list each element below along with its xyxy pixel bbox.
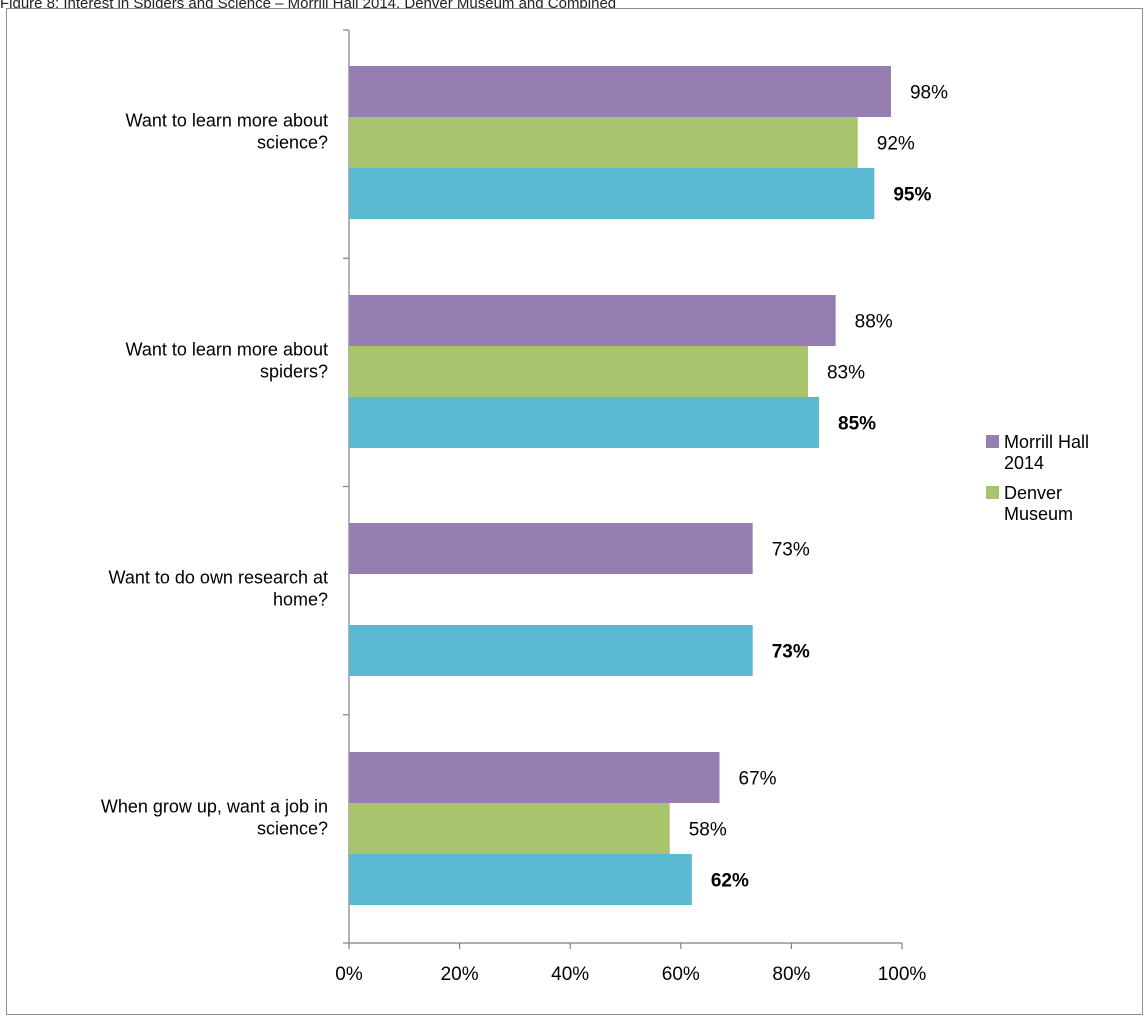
category-label: When grow up, want a job in science? (101, 797, 328, 839)
data-label: 67% (739, 769, 777, 790)
x-tick-label: 0% (335, 964, 363, 985)
bar (349, 397, 820, 448)
chart-axes: 0% 20% 40% 60% 80% 100% (335, 29, 927, 985)
category-label: Want to learn more about spiders? (126, 340, 328, 382)
data-label: 83% (827, 363, 865, 384)
legend-swatch (986, 435, 999, 448)
data-label: 73% (772, 642, 810, 663)
data-label: 98% (910, 83, 948, 104)
figure-caption: Figure 8: Interest in Spiders and Scienc… (0, 0, 1145, 8)
bar (349, 295, 836, 346)
data-label: 73% (772, 540, 810, 561)
category-label: Want to learn more about science? (126, 111, 328, 153)
bar (349, 752, 720, 803)
chart-frame (6, 8, 1143, 1015)
bar (349, 803, 670, 854)
data-label: 85% (838, 414, 876, 435)
bar (349, 854, 692, 905)
x-tick-label: 80% (772, 964, 810, 985)
bar (349, 625, 753, 676)
bar (349, 346, 808, 397)
chart-legend: Morrill Hall 2014 Denver Museum (986, 432, 1089, 524)
category-label: Want to do own research at home? (109, 568, 328, 610)
data-label: 62% (711, 871, 749, 892)
data-label: 92% (877, 134, 915, 155)
legend-label: Morrill Hall 2014 (1004, 432, 1089, 473)
bar (349, 117, 858, 168)
data-label: 95% (893, 185, 931, 206)
legend-label: Denver Museum (1004, 483, 1073, 524)
data-label: 88% (855, 312, 893, 333)
bar (349, 168, 875, 219)
x-tick-label: 60% (662, 964, 700, 985)
x-tick-label: 40% (551, 964, 589, 985)
x-tick-label: 20% (441, 964, 479, 985)
bar (349, 523, 753, 574)
chart-bars (349, 66, 891, 905)
data-label: 58% (689, 820, 727, 841)
bar (349, 66, 891, 117)
legend-swatch (986, 486, 999, 499)
x-tick-label: 100% (878, 964, 927, 985)
chart-labels: Want to learn more about science? Want to … (101, 83, 948, 892)
